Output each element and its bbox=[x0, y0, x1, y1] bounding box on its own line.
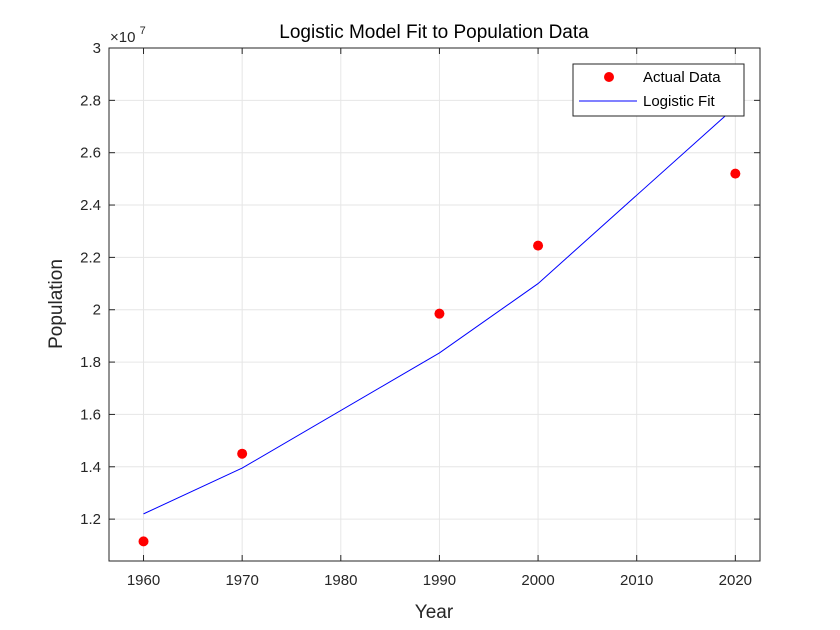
legend: Actual Data Logistic Fit bbox=[572, 63, 745, 117]
legend-label-logistic-fit: Logistic Fit bbox=[643, 93, 716, 110]
actual-data-point bbox=[434, 308, 445, 319]
y-tick-label: 2.8 bbox=[80, 92, 101, 109]
y-exponent-power: 7 bbox=[140, 25, 146, 37]
y-tick-label: 2.4 bbox=[80, 197, 101, 214]
chart-title: Logistic Model Fit to Population Data bbox=[279, 22, 589, 43]
y-tick-label: 1.2 bbox=[80, 511, 101, 528]
x-tick-label: 1980 bbox=[324, 572, 357, 589]
x-tick-label: 1970 bbox=[225, 572, 258, 589]
x-axis-label: Year bbox=[415, 602, 454, 623]
plot-frame bbox=[108, 47, 761, 562]
y-tick-label: 1.8 bbox=[80, 354, 101, 371]
x-axis-ticks: 1960 1970 1980 1990 2000 2010 2020 bbox=[127, 48, 752, 589]
actual-data-point bbox=[237, 448, 248, 459]
y-tick-label: 1.6 bbox=[80, 406, 101, 423]
actual-data-point bbox=[730, 168, 741, 179]
y-tick-label: 3 bbox=[93, 40, 101, 57]
y-axis-ticks: 1.2 1.4 1.6 1.8 2 2.2 2.4 2.6 2.8 3 bbox=[80, 40, 760, 528]
logistic-fit-series bbox=[143, 106, 736, 515]
y-tick-label: 1.4 bbox=[80, 459, 101, 476]
actual-data-point bbox=[533, 240, 544, 251]
x-tick-label: 2010 bbox=[620, 572, 653, 589]
legend-marker-actual-data bbox=[604, 72, 614, 82]
y-tick-label: 2 bbox=[93, 302, 101, 319]
x-tick-label: 1960 bbox=[127, 572, 160, 589]
y-tick-label: 2.2 bbox=[80, 249, 101, 266]
y-axis-label: Population bbox=[46, 259, 67, 349]
x-tick-label: 1990 bbox=[423, 572, 456, 589]
y-tick-label: 2.6 bbox=[80, 145, 101, 162]
x-tick-label: 2000 bbox=[521, 572, 554, 589]
actual-data-point bbox=[138, 536, 149, 547]
y-axis-exponent: ×10 7 bbox=[110, 25, 146, 46]
legend-label-actual-data: Actual Data bbox=[643, 69, 721, 86]
logistic-fit-line bbox=[143, 106, 736, 515]
grid-lines bbox=[109, 47, 760, 561]
plot-background bbox=[109, 48, 760, 561]
actual-data-series bbox=[138, 168, 741, 547]
y-exponent-base: ×10 bbox=[110, 29, 135, 46]
legend-box bbox=[572, 63, 745, 117]
x-tick-label: 2020 bbox=[719, 572, 752, 589]
